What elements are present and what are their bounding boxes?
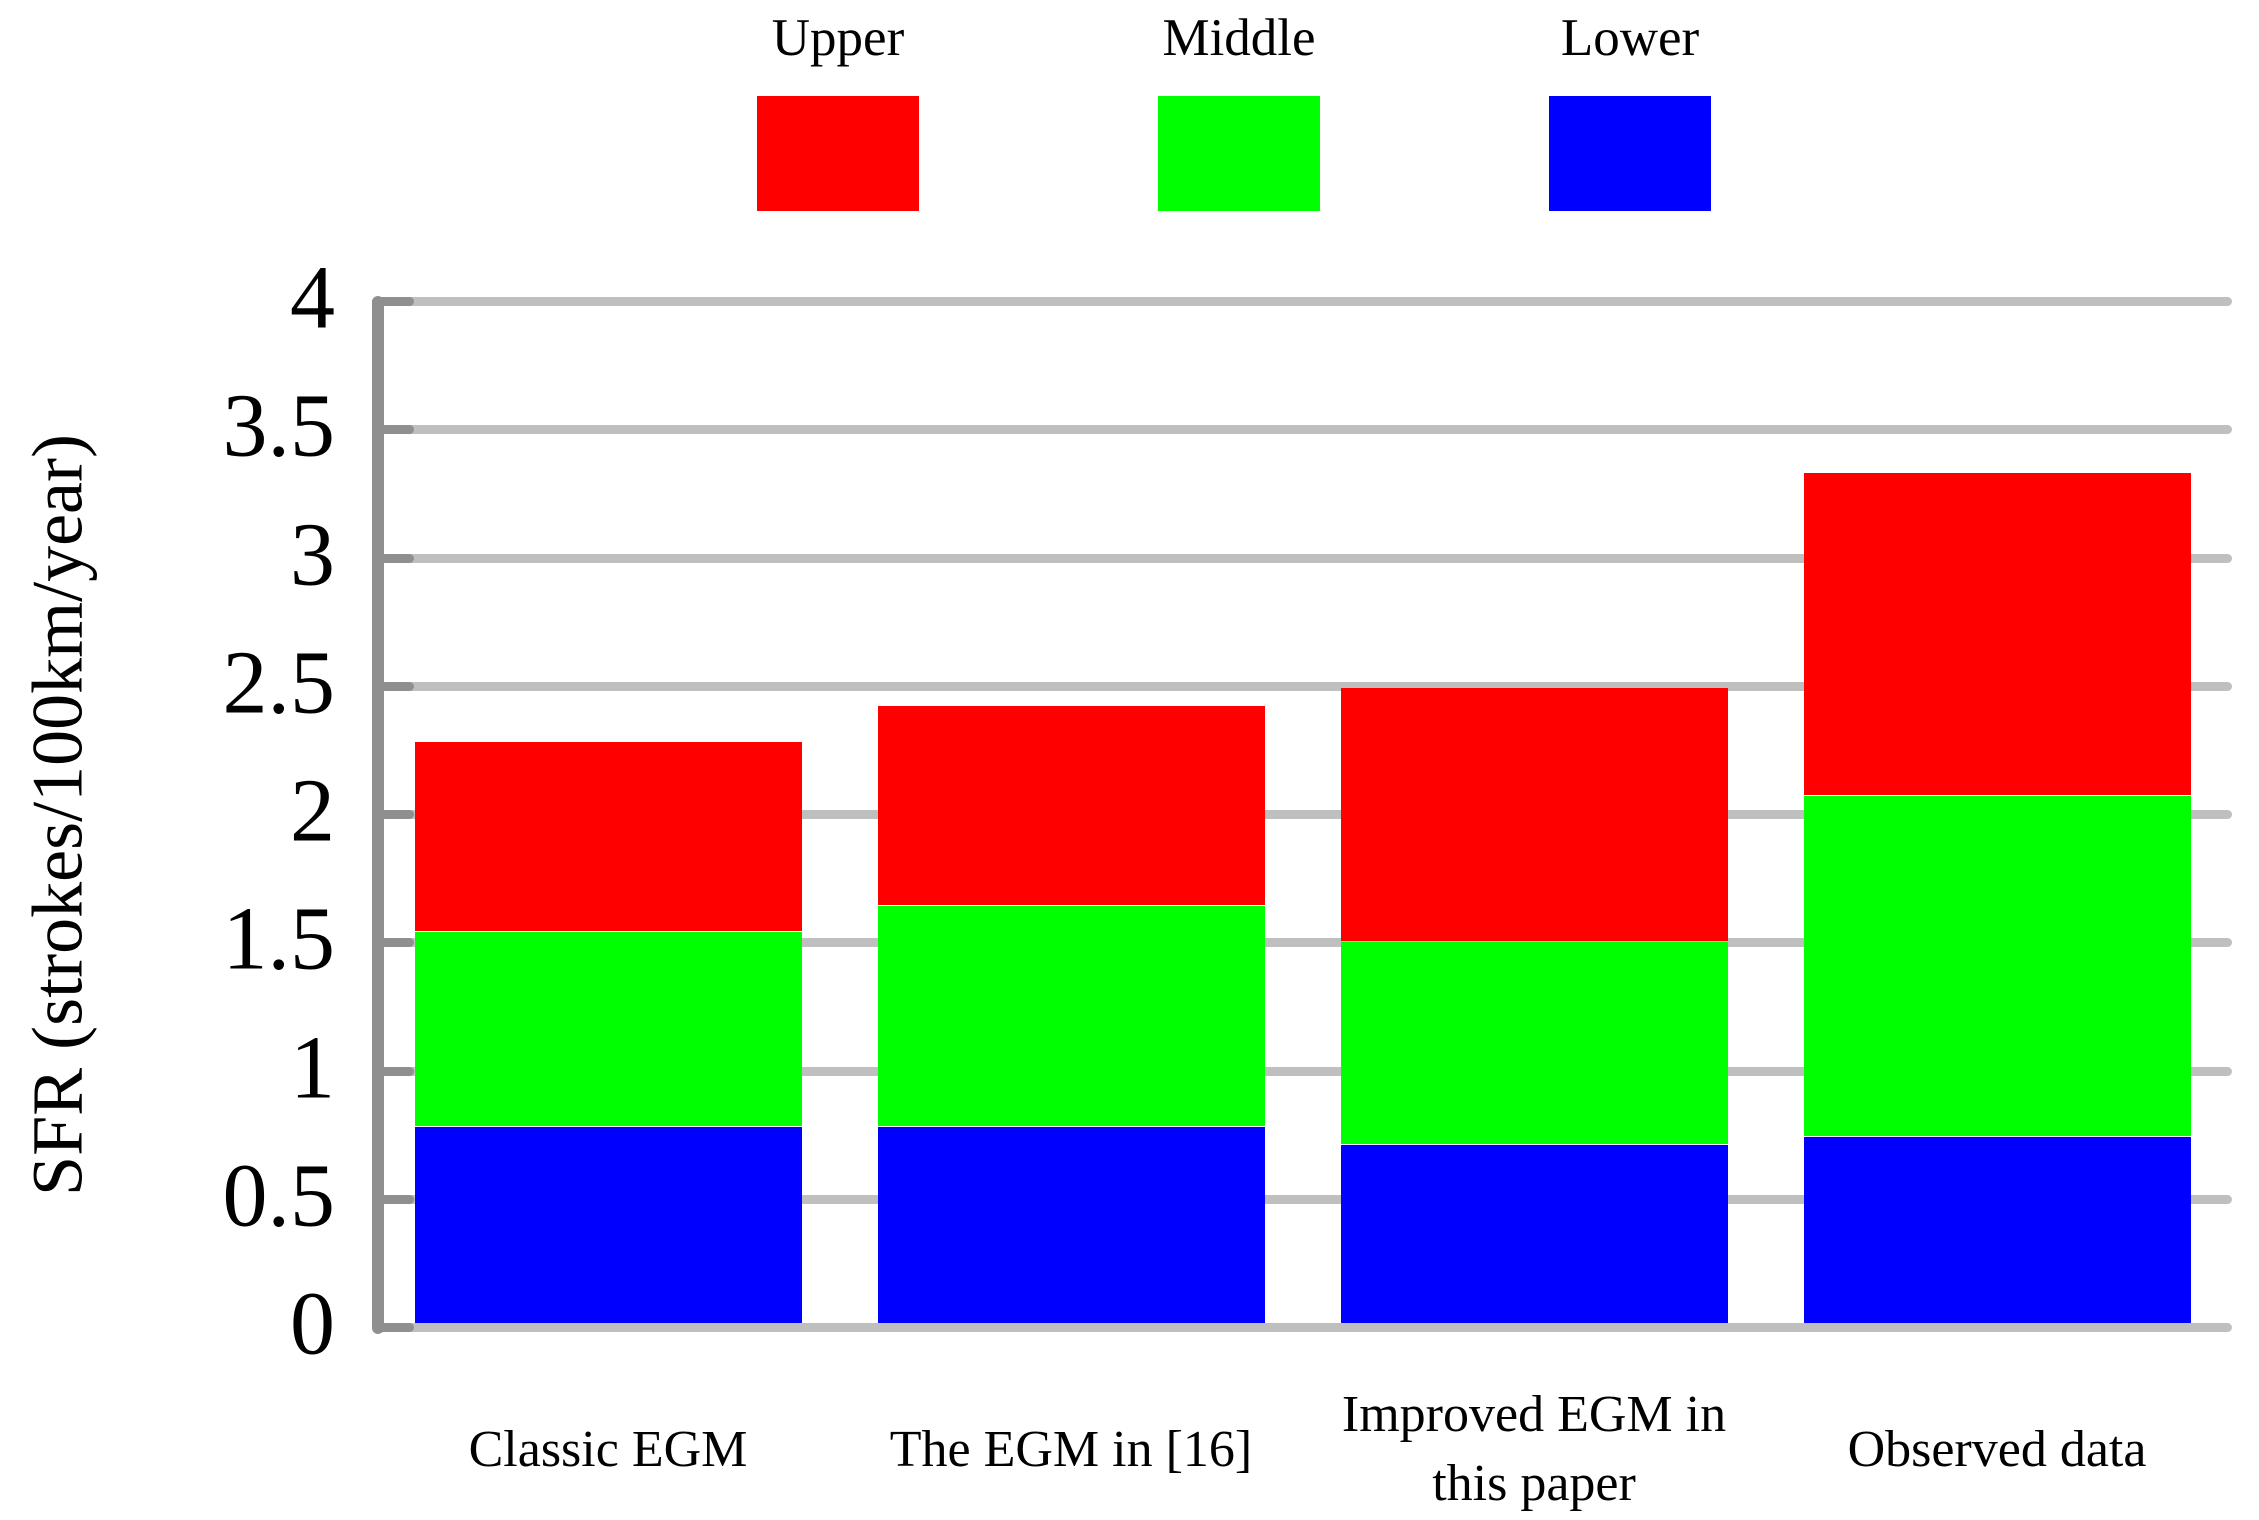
bar-segment-upper	[1804, 472, 2191, 796]
x-category-label: The EGM in [16]	[791, 1380, 1351, 1520]
tick-mark	[372, 553, 414, 563]
legend-swatch	[1158, 96, 1320, 211]
bar-segment-middle	[878, 906, 1265, 1126]
bar-segment-lower	[1341, 1144, 1728, 1326]
bar-segment-lower	[1804, 1137, 2191, 1326]
gridline	[372, 1194, 2232, 1204]
y-tick-label: 4	[290, 248, 335, 348]
tick-mark	[372, 297, 414, 306]
bar-segment-middle	[1804, 796, 2191, 1137]
x-category-label-line: The EGM in [16]	[889, 1420, 1253, 1478]
gridline	[372, 297, 2232, 306]
bar-segment-lower	[415, 1126, 802, 1326]
legend-swatch	[1549, 96, 1711, 211]
legend-swatch	[757, 96, 919, 211]
x-category-label: Improved EGM in this paper	[1254, 1380, 1814, 1520]
y-tick-label: 3	[290, 504, 335, 604]
tick-mark	[372, 1066, 414, 1076]
legend-item-middle: Middle	[1089, 8, 1389, 211]
gridline	[372, 810, 2232, 819]
gridline	[372, 1323, 2232, 1332]
tick-mark	[372, 810, 414, 819]
tick-mark	[372, 1323, 414, 1332]
gridline	[372, 553, 2232, 563]
y-tick-label: 1	[290, 1017, 335, 1117]
legend-label: Upper	[771, 9, 905, 67]
y-tick-label: 0.5	[222, 1146, 336, 1246]
bar-segment-middle	[1341, 942, 1728, 1144]
y-tick-label: 3.5	[222, 376, 336, 476]
y-tick-label: 0	[290, 1274, 335, 1374]
gridline	[372, 938, 2232, 948]
x-category-label-line: Classic EGM	[468, 1420, 748, 1478]
tick-mark	[372, 425, 414, 435]
y-tick-label: 2	[290, 761, 335, 861]
legend-item-lower: Lower	[1480, 8, 1780, 211]
bar-segment-upper	[415, 742, 802, 931]
x-category-label: Observed data	[1717, 1380, 2259, 1520]
y-tick-label: 1.5	[222, 889, 336, 989]
x-category-label-line: Improved EGM in	[1341, 1386, 1727, 1444]
bar-segment-upper	[878, 706, 1265, 906]
bar-segment-upper	[1341, 688, 1728, 942]
gridline	[372, 681, 2232, 691]
y-tick-label: 2.5	[222, 633, 336, 733]
x-category-label: Classic EGM	[328, 1380, 888, 1520]
bar-segment-middle	[415, 931, 802, 1126]
gridline	[372, 1066, 2232, 1076]
legend-item-upper: Upper	[688, 8, 988, 211]
tick-mark	[372, 938, 414, 948]
tick-mark	[372, 1194, 414, 1204]
bar-segment-lower	[878, 1126, 1265, 1326]
gridline	[372, 425, 2232, 435]
x-category-label-line: this paper	[1432, 1455, 1636, 1512]
tick-mark	[372, 681, 414, 691]
legend-label: Lower	[1560, 9, 1700, 67]
x-category-label-line: Observed data	[1847, 1420, 2147, 1478]
legend-label: Middle	[1162, 9, 1316, 67]
